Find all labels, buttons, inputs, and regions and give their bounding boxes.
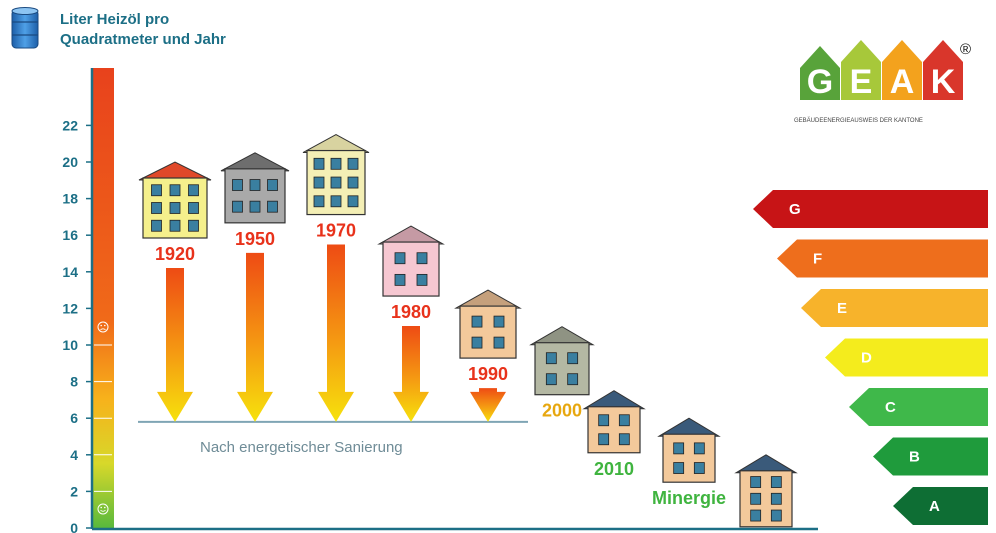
y-tick-label: 6 [70, 410, 78, 426]
energy-class-c: C [849, 388, 988, 426]
house-icon [302, 133, 370, 216]
energy-class-g: G [753, 190, 988, 228]
logo-letter: E [850, 63, 873, 101]
logo-letter: A [890, 63, 915, 101]
house-icon [582, 390, 646, 454]
energy-class-f: F [777, 239, 988, 278]
logo-house-icon: G [800, 46, 840, 101]
energy-class-b: B [873, 437, 988, 476]
energy-class-label: E [837, 300, 847, 317]
house-icon [657, 417, 721, 483]
logo-house-icon: A [882, 40, 922, 101]
energy-class-label: F [813, 251, 822, 268]
y-tick-label: 12 [62, 300, 78, 316]
category-label: 1920 [155, 244, 195, 264]
energy-class-label: A [929, 498, 940, 515]
house-icon [220, 152, 290, 224]
category-label: 1990 [468, 364, 508, 384]
house-icon [454, 289, 522, 359]
house-icon [529, 326, 595, 396]
energy-class-e: E [801, 289, 988, 327]
energy-class-label: D [861, 350, 872, 367]
y-tick-label: 22 [62, 117, 78, 133]
house-icon [138, 161, 212, 239]
chart-title-line-2: Quadratmeter und Jahr [60, 31, 226, 48]
registered-mark: ® [960, 41, 971, 58]
renovation-arrow [470, 388, 506, 422]
renovation-arrow [318, 244, 354, 422]
category-label: 1970 [316, 221, 356, 241]
energy-class-label: C [885, 399, 896, 416]
y-axis-scale-bar [92, 68, 114, 528]
renovation-baseline-label: Nach energetischer Sanierung [200, 439, 403, 456]
chart-title-line-1: Liter Heizöl pro [60, 11, 169, 28]
house-icon [377, 225, 445, 297]
y-tick-label: 8 [70, 374, 78, 390]
category-label: Minergie [652, 488, 726, 508]
energy-class-label: B [909, 449, 920, 466]
geak-subtitle: GEBÄUDEENERGIEAUSWEIS DER KANTONE [794, 117, 923, 124]
logo-letter: K [931, 63, 956, 101]
category-label: 1950 [235, 229, 275, 249]
y-tick-label: 4 [70, 447, 78, 463]
renovation-arrow [237, 252, 273, 422]
y-tick-label: 20 [62, 154, 78, 170]
house-icon [734, 454, 798, 528]
y-tick-label: 10 [62, 337, 78, 353]
energy-class-a: A [893, 487, 988, 525]
logo-house-icon: K [923, 40, 963, 101]
y-tick-label: 16 [62, 227, 78, 243]
smile-face-icon [97, 503, 109, 515]
category-label: 2000 [542, 401, 582, 421]
logo-letter: G [807, 63, 833, 101]
category-label: 2010 [594, 459, 634, 479]
logo-house-icon: E [841, 40, 881, 101]
energy-class-label: G [789, 201, 801, 218]
oil-barrel-icon [11, 7, 39, 49]
y-tick-label: 2 [70, 483, 78, 499]
y-tick-label: 18 [62, 191, 78, 207]
renovation-arrow [157, 268, 193, 422]
frown-face-icon [97, 321, 109, 333]
category-label: 1980 [391, 302, 431, 322]
y-tick-label: 14 [62, 264, 78, 280]
renovation-arrow [393, 326, 429, 422]
y-tick-label: 0 [70, 520, 78, 533]
energy-class-d: D [825, 338, 988, 377]
